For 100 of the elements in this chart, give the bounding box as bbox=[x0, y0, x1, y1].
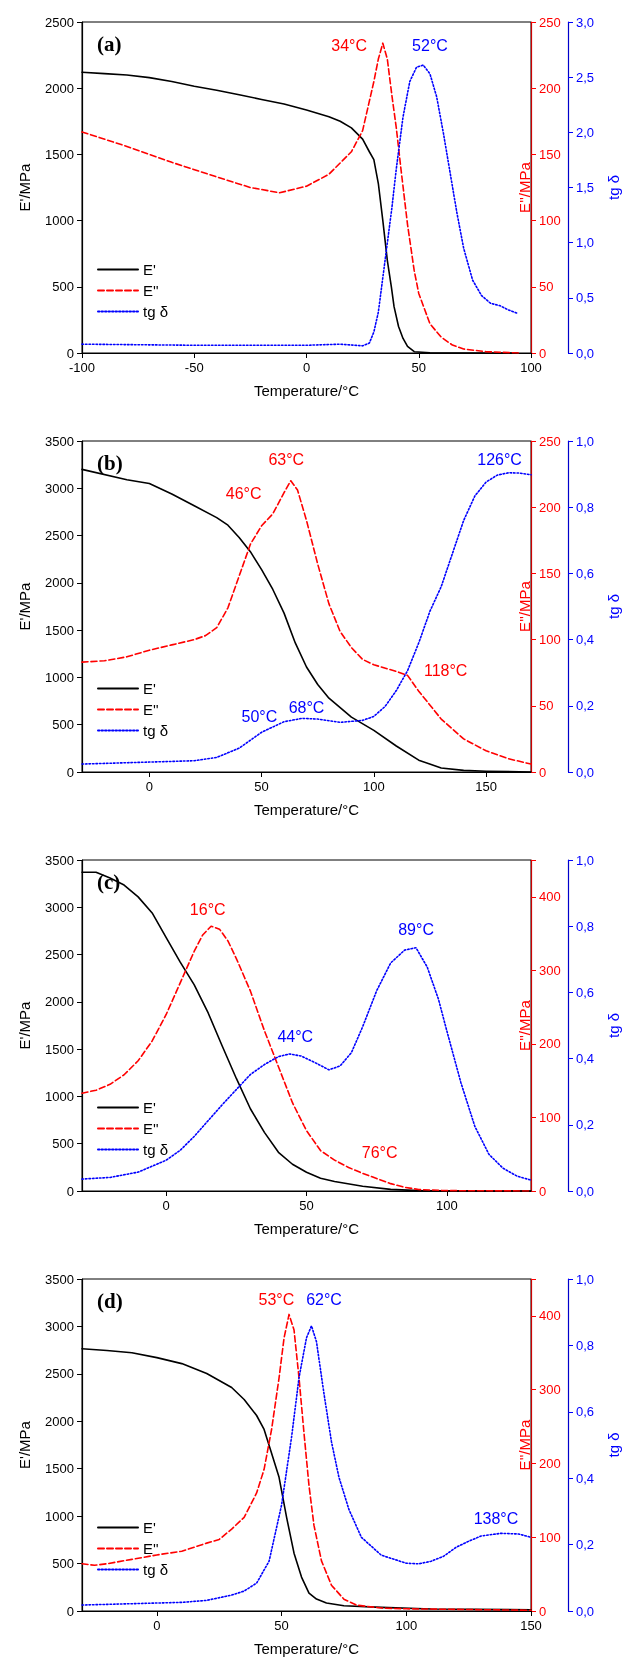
y2-tick-label: 150 bbox=[539, 146, 561, 162]
y3-tick-label: 1,0 bbox=[576, 433, 595, 449]
y3-tick-label: 0,8 bbox=[576, 499, 595, 515]
y3-tick-label: 1,0 bbox=[576, 1271, 595, 1287]
y-tick-label: 2000 bbox=[45, 80, 74, 96]
legend-label: tg δ bbox=[143, 303, 169, 320]
annotation: 16°C bbox=[189, 901, 226, 919]
x-tick-label: 0 bbox=[145, 779, 153, 794]
y-axis-title: E'/MPa bbox=[16, 581, 33, 631]
annotation: 52°C bbox=[412, 37, 448, 55]
y3-tick-label: 0,8 bbox=[576, 1337, 595, 1353]
y-tick-label: 2000 bbox=[45, 994, 74, 1010]
y-tick-label: 2000 bbox=[45, 575, 74, 591]
y3-axis-title: tg δ bbox=[605, 593, 622, 620]
y2-tick-label: 100 bbox=[539, 632, 561, 648]
y-tick-label: 1500 bbox=[45, 1461, 74, 1477]
y-tick-label: 500 bbox=[52, 1556, 74, 1572]
x-axis-title: Temperature/°C bbox=[253, 382, 360, 399]
y2-tick-label: 200 bbox=[539, 1036, 561, 1052]
text: (b) bbox=[97, 450, 123, 475]
text: (c) bbox=[97, 869, 121, 894]
y2-axis-title: E''/MPa bbox=[516, 1418, 533, 1471]
y2-tick-label: 200 bbox=[539, 1455, 561, 1471]
y2-tick-label: 150 bbox=[539, 565, 561, 581]
y3-tick-label: 0,4 bbox=[576, 1051, 595, 1067]
legend-label: E' bbox=[143, 261, 156, 278]
x-tick-label: 100 bbox=[435, 1198, 458, 1213]
legend-label: E'' bbox=[143, 1540, 159, 1557]
y-tick-label: 1000 bbox=[45, 213, 74, 229]
y-tick-label: 0 bbox=[66, 764, 74, 780]
x-tick-label: 150 bbox=[520, 1618, 542, 1633]
y2-axis-title: E''/MPa bbox=[516, 580, 533, 632]
y3-axis-title: tg δ bbox=[605, 1012, 622, 1039]
y2-tick-label: 100 bbox=[539, 1109, 561, 1125]
x-tick-label: 100 bbox=[363, 779, 385, 794]
y3-tick-label: 3,0 bbox=[576, 14, 595, 30]
y-tick-label: 2000 bbox=[45, 1413, 74, 1429]
y-tick-label: 1500 bbox=[45, 146, 74, 162]
annotation: 50°C bbox=[241, 707, 278, 725]
annotation: 53°C bbox=[258, 1291, 295, 1309]
x-tick-label: -50 bbox=[184, 360, 204, 375]
x-tick-label: 50 bbox=[299, 1198, 314, 1213]
annotation: 76°C bbox=[361, 1143, 398, 1161]
y3-tick-label: 0,0 bbox=[576, 1183, 595, 1199]
x-tick-label: 0 bbox=[302, 360, 311, 375]
legend-label: E' bbox=[143, 1099, 156, 1116]
y-tick-label: 3500 bbox=[45, 852, 74, 868]
y2-axis-title: E''/MPa bbox=[516, 999, 533, 1051]
y3-tick-label: 1,5 bbox=[576, 180, 595, 195]
y2-tick-label: 200 bbox=[539, 499, 561, 515]
y3-tick-label: 0,8 bbox=[576, 918, 595, 934]
y-tick-label: 2500 bbox=[45, 947, 74, 963]
y-tick-label: 0 bbox=[66, 1603, 74, 1619]
annotation: 63°C bbox=[268, 451, 305, 469]
y2-axis-title: E''/MPa bbox=[516, 161, 533, 213]
x-tick-label: 100 bbox=[520, 360, 542, 375]
y3-tick-label: 0,2 bbox=[576, 1117, 595, 1133]
y-tick-label: 1500 bbox=[45, 1041, 74, 1057]
y-tick-label: 1000 bbox=[45, 1088, 74, 1104]
x-tick-label: -100 bbox=[68, 360, 96, 375]
legend-label: E'' bbox=[143, 282, 159, 299]
y-tick-label: 2500 bbox=[45, 528, 74, 544]
y2-tick-label: 0 bbox=[539, 764, 547, 780]
y3-tick-label: 1,0 bbox=[576, 852, 595, 868]
x-tick-label: 50 bbox=[254, 779, 269, 794]
annotation: 44°C bbox=[277, 1028, 314, 1046]
y3-tick-label: 0,4 bbox=[576, 1470, 595, 1486]
annotation: 138°C bbox=[473, 1509, 519, 1527]
x-tick-label: 50 bbox=[274, 1618, 289, 1633]
y3-tick-label: 0,6 bbox=[576, 565, 595, 581]
y3-tick-label: 0,6 bbox=[576, 1404, 595, 1420]
y2-tick-label: 250 bbox=[539, 433, 561, 449]
y-tick-label: 3000 bbox=[45, 899, 74, 915]
y2-tick-label: 50 bbox=[539, 698, 554, 714]
annotation: 46°C bbox=[225, 485, 262, 503]
x-tick-label: 0 bbox=[162, 1198, 170, 1213]
x-tick-label: 150 bbox=[475, 779, 497, 794]
y3-tick-label: 2,5 bbox=[576, 69, 595, 85]
y-tick-label: 1000 bbox=[45, 1508, 74, 1524]
y3-tick-label: 0,4 bbox=[576, 632, 595, 648]
y-tick-label: 500 bbox=[52, 1136, 74, 1152]
legend-label: tg δ bbox=[143, 1141, 169, 1158]
y-axis-title: E'/MPa bbox=[16, 162, 33, 212]
y-tick-label: 0 bbox=[66, 1183, 74, 1199]
y-tick-label: 2500 bbox=[45, 1366, 74, 1382]
annotation: 62°C bbox=[306, 1291, 342, 1309]
text: (d) bbox=[97, 1288, 123, 1313]
y-tick-label: 2500 bbox=[45, 14, 74, 30]
y3-axis-title: tg δ bbox=[605, 1432, 622, 1458]
x-axis-title: Temperature/°C bbox=[253, 1640, 360, 1657]
y2-tick-label: 0 bbox=[539, 345, 547, 361]
x-tick-label: 50 bbox=[411, 360, 426, 375]
y2-tick-label: 400 bbox=[539, 889, 561, 905]
y2-tick-label: 100 bbox=[539, 213, 561, 229]
y2-tick-label: 250 bbox=[539, 14, 561, 30]
x-tick-label: 0 bbox=[153, 1618, 161, 1633]
text: (a) bbox=[97, 31, 122, 56]
y3-tick-label: 0,2 bbox=[576, 1537, 595, 1553]
y2-tick-label: 400 bbox=[539, 1308, 561, 1324]
legend-label: E' bbox=[143, 680, 156, 697]
